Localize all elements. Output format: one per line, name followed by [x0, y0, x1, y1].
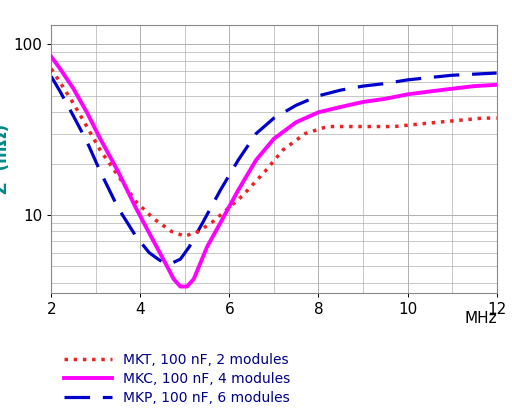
- Y-axis label: Z  (mΩ): Z (mΩ): [0, 124, 11, 194]
- Text: MHz: MHz: [464, 311, 497, 326]
- Legend: MKT, 100 nF, 2 modules, MKC, 100 nF, 4 modules, MKP, 100 nF, 6 modules: MKT, 100 nF, 2 modules, MKC, 100 nF, 4 m…: [58, 348, 296, 410]
